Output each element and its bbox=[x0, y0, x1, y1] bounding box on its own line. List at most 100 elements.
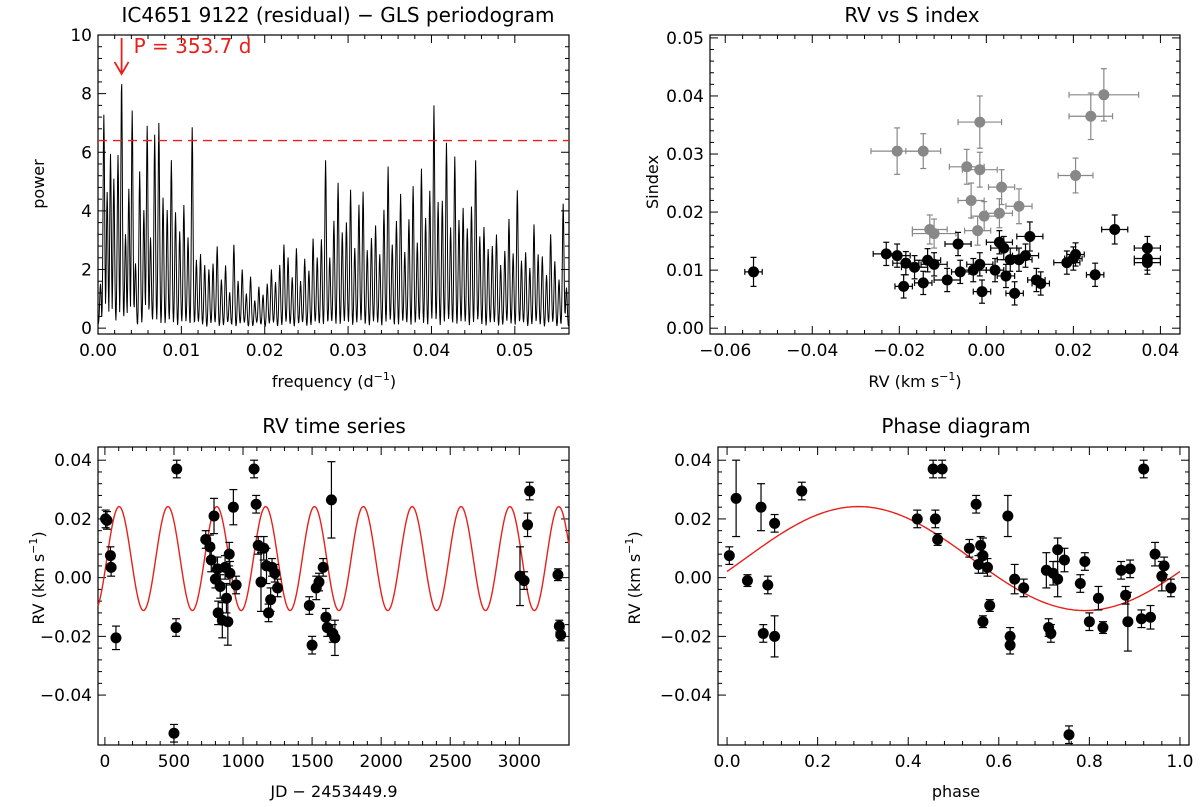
phase-diagram-ylabel: RV (km s−1) bbox=[623, 531, 644, 624]
rv-point bbox=[272, 582, 284, 594]
sindex-point-black bbox=[1020, 250, 1032, 262]
periodogram-xlabel: frequency (d−1) bbox=[272, 370, 396, 391]
rv-point bbox=[171, 463, 183, 475]
sindex-point-black bbox=[952, 238, 964, 250]
phase-point bbox=[1165, 582, 1177, 594]
sindex-point-grey bbox=[891, 145, 903, 157]
sindex-point-grey bbox=[965, 194, 977, 206]
sindex-point-grey bbox=[1085, 110, 1097, 122]
periodogram-xtick-label: 0.01 bbox=[162, 341, 200, 361]
sindex-point-grey bbox=[1098, 89, 1110, 101]
sindex-point-black bbox=[1070, 248, 1082, 260]
rv-vs-sindex-xlabel-exp: −1 bbox=[939, 370, 955, 383]
sindex-point-grey bbox=[917, 145, 929, 157]
rv-time-series-ylabel-unit: (km s bbox=[29, 554, 48, 599]
sindex-point-grey bbox=[1070, 170, 1082, 182]
phase-diagram-xtick-label: 0.8 bbox=[1076, 752, 1103, 772]
phase-point bbox=[1052, 573, 1064, 585]
sindex-point-grey bbox=[972, 225, 984, 237]
phase-diagram-title: Phase diagram bbox=[881, 414, 1030, 438]
rv-point bbox=[101, 514, 113, 526]
rv-vs-sindex-ytick-label: 0.02 bbox=[666, 203, 704, 223]
rv-time-series-xtick-label: 3000 bbox=[498, 752, 541, 772]
sindex-point-black bbox=[891, 250, 903, 262]
sindex-point-black bbox=[974, 258, 986, 270]
phase-diagram-xtick-label: 0.0 bbox=[714, 752, 741, 772]
rv-time-series-xtick-label: 2000 bbox=[360, 752, 403, 772]
phase-point bbox=[769, 630, 781, 642]
rv-point bbox=[224, 567, 236, 579]
rv-vs-sindex-xtick-label: 0.04 bbox=[1141, 341, 1179, 361]
sindex-point-black bbox=[1035, 277, 1047, 289]
rv-vs-sindex-ytick-label: 0.01 bbox=[666, 261, 704, 281]
sindex-point-black bbox=[880, 248, 892, 260]
periodogram-ylabel: power bbox=[29, 159, 48, 209]
phase-point bbox=[970, 498, 982, 510]
phase-point bbox=[1079, 556, 1091, 568]
rv-point bbox=[204, 541, 216, 553]
phase-point bbox=[730, 492, 742, 504]
rv-point bbox=[552, 569, 564, 581]
phase-point bbox=[1002, 510, 1014, 522]
sindex-point-grey bbox=[993, 207, 1005, 219]
periodogram-ytick-label: 0 bbox=[81, 319, 92, 339]
rv-point bbox=[105, 561, 117, 573]
phase-diagram-ytick-label: 0.02 bbox=[674, 510, 712, 530]
phase-diagram-xlabel: phase bbox=[932, 782, 980, 801]
rv-model-curve bbox=[97, 505, 570, 612]
rv-vs-sindex-xlabel-close: ) bbox=[955, 372, 961, 391]
periodogram-xtick-label: 0.04 bbox=[413, 341, 451, 361]
phase-point bbox=[1156, 570, 1168, 582]
rv-vs-sindex-ytick-label: 0.05 bbox=[666, 29, 704, 49]
rv-point bbox=[222, 616, 234, 628]
rv-time-series-xtick-label: 0 bbox=[99, 752, 110, 772]
rv-time-series-ytick-label: 0.02 bbox=[54, 510, 92, 530]
rv-time-series-ytick-label: −0.02 bbox=[40, 627, 92, 647]
rv-point bbox=[104, 550, 116, 562]
rv-vs-sindex-ytick-label: 0.04 bbox=[666, 87, 704, 107]
periodogram-panel: IC4651 9122 (residual) − GLS periodogram… bbox=[29, 3, 570, 391]
sindex-point-black bbox=[1009, 287, 1021, 299]
rv-point bbox=[555, 629, 567, 641]
rv-time-series-xtick-label: 1500 bbox=[290, 752, 333, 772]
rv-vs-sindex-xtick-label: −0.04 bbox=[786, 341, 838, 361]
phase-point bbox=[932, 533, 944, 545]
rv-vs-sindex-ytick-label: 0.03 bbox=[666, 145, 704, 165]
rv-vs-sindex-xtick-label: 0.02 bbox=[1054, 341, 1092, 361]
periodogram-xlabel-exp: −1 bbox=[374, 370, 390, 383]
phase-point bbox=[1122, 616, 1134, 628]
phase-point bbox=[1058, 554, 1070, 566]
rv-time-series-panel: RV time series RV (km s−1) JD − 2453449.… bbox=[27, 414, 570, 801]
periodogram-xlabel-text: frequency bbox=[272, 372, 352, 391]
periodogram-ytick-label: 8 bbox=[81, 85, 92, 105]
rv-vs-sindex-xtick-label: 0.00 bbox=[967, 341, 1005, 361]
phase-point bbox=[977, 550, 989, 562]
sindex-point-black bbox=[998, 242, 1010, 254]
periodogram-xtick-label: 0.02 bbox=[246, 341, 284, 361]
periodogram-ytick-label: 10 bbox=[70, 26, 92, 46]
sindex-point-black bbox=[976, 286, 988, 298]
rv-point bbox=[524, 485, 536, 497]
phase-point bbox=[762, 579, 774, 591]
rv-vs-sindex-frame bbox=[709, 34, 1181, 335]
periodogram-xtick-label: 0.03 bbox=[329, 341, 367, 361]
phase-point bbox=[1138, 463, 1150, 475]
rv-time-series-title: RV time series bbox=[262, 414, 406, 438]
sindex-point-grey bbox=[928, 228, 940, 240]
rv-point bbox=[214, 580, 226, 592]
rv-point bbox=[110, 632, 122, 644]
rv-time-series-ytick-label: 0.00 bbox=[54, 569, 92, 589]
sindex-point-black bbox=[917, 277, 929, 289]
rv-vs-sindex-xlabel-text: RV bbox=[868, 372, 889, 391]
rv-time-series-frame bbox=[97, 446, 570, 746]
phase-diagram-ytick-label: −0.02 bbox=[660, 627, 712, 647]
phase-diagram-ytick-label: 0.00 bbox=[674, 569, 712, 589]
periodogram-ytick-label: 2 bbox=[81, 261, 92, 281]
sindex-point-black bbox=[1000, 270, 1012, 282]
sindex-point-grey bbox=[974, 164, 986, 176]
sindex-point-black bbox=[941, 274, 953, 286]
rv-point bbox=[208, 510, 220, 522]
rv-point bbox=[303, 600, 315, 612]
phase-point bbox=[741, 575, 753, 587]
